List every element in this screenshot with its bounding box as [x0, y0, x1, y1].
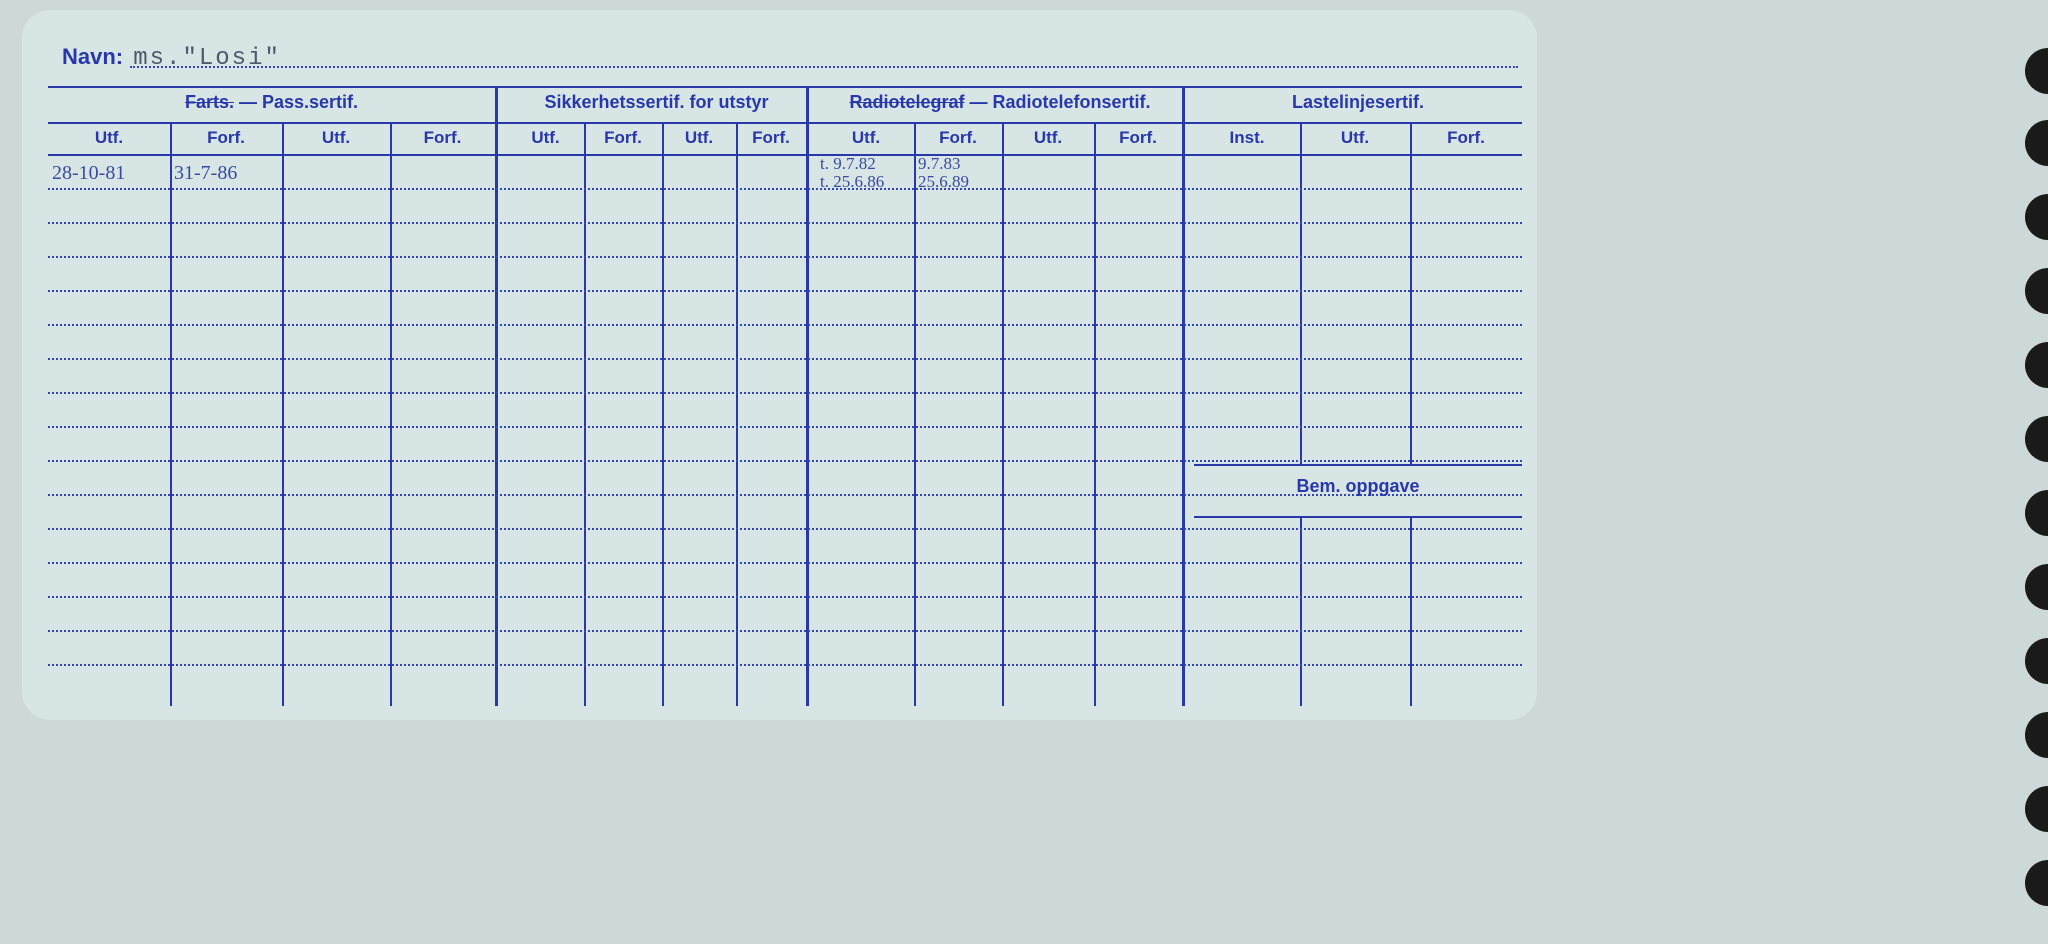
- dotted-row: [48, 324, 1522, 326]
- col-forf: Forf.: [584, 128, 662, 148]
- col-utf: Utf.: [662, 128, 736, 148]
- col-line: [1410, 122, 1412, 464]
- col-forf: Forf.: [390, 128, 495, 148]
- divider-1: [495, 86, 498, 706]
- entry-radio-forf-2: 25.6.89: [918, 172, 969, 192]
- col-forf: Forf.: [1410, 128, 1522, 148]
- col-forf: Forf.: [1094, 128, 1182, 148]
- col-forf: Forf.: [170, 128, 282, 148]
- dotted-row: [48, 290, 1522, 292]
- dotted-row: [48, 562, 1522, 564]
- divider-3: [1182, 86, 1185, 706]
- entry-pass-utf: 28-10-81: [52, 162, 125, 185]
- col-line: [282, 122, 284, 706]
- col-line: [736, 122, 738, 706]
- col-utf: Utf.: [1300, 128, 1410, 148]
- col-forf: Forf.: [736, 128, 806, 148]
- entry-radio-utf-2: t. 25.6.86: [820, 172, 884, 192]
- navn-label: Navn:: [62, 44, 123, 69]
- entry-radio-utf-1: t. 9.7.82: [820, 154, 876, 174]
- dotted-row: [48, 528, 1522, 530]
- dotted-row: [48, 426, 1522, 428]
- col-line: [1300, 516, 1302, 706]
- col-utf: Utf.: [1002, 128, 1094, 148]
- section-sikkerhet: Sikkerhetssertif. for utstyr: [507, 92, 806, 113]
- col-line: [170, 122, 172, 706]
- col-line: [914, 122, 916, 706]
- col-utf: Utf.: [818, 128, 914, 148]
- bem-label: Bem. oppgave: [1194, 476, 1522, 497]
- entry-pass-forf: 31-7-86: [174, 162, 237, 185]
- col-utf: Utf.: [507, 128, 584, 148]
- col-line: [1002, 122, 1004, 706]
- dotted-row: [48, 188, 1522, 190]
- col-line: [1300, 122, 1302, 464]
- section-pass: Farts. — Pass.sertif.: [48, 92, 495, 113]
- col-utf: Utf.: [48, 128, 170, 148]
- col-line: [390, 122, 392, 706]
- col-line: [584, 122, 586, 706]
- dotted-row: [48, 460, 1522, 462]
- section-radio: Radiotelegraf — Radiotelefonsertif.: [818, 92, 1182, 113]
- section-laste: Lastelinjesertif.: [1194, 92, 1522, 113]
- col-inst: Inst.: [1194, 128, 1300, 148]
- divider-2: [806, 86, 809, 706]
- bem-rule-bot: [1194, 516, 1522, 518]
- dotted-row: [48, 664, 1522, 666]
- header-rule-top: [48, 86, 1522, 88]
- bem-rule-top: [1194, 464, 1522, 466]
- dotted-row: [48, 596, 1522, 598]
- dotted-row: [48, 256, 1522, 258]
- col-line: [1094, 122, 1096, 706]
- dotted-row: [48, 630, 1522, 632]
- col-forf: Forf.: [914, 128, 1002, 148]
- dotted-row: [48, 358, 1522, 360]
- col-line: [662, 122, 664, 706]
- navn-dotted-line: [130, 66, 1518, 68]
- entry-radio-forf-1: 9.7.83: [918, 154, 961, 174]
- dotted-row: [48, 222, 1522, 224]
- col-utf: Utf.: [282, 128, 390, 148]
- index-card: Navn: ms."Losi" Farts. — Pass.sertif. Si…: [22, 10, 1537, 720]
- dotted-row: [48, 392, 1522, 394]
- col-line: [1410, 516, 1412, 706]
